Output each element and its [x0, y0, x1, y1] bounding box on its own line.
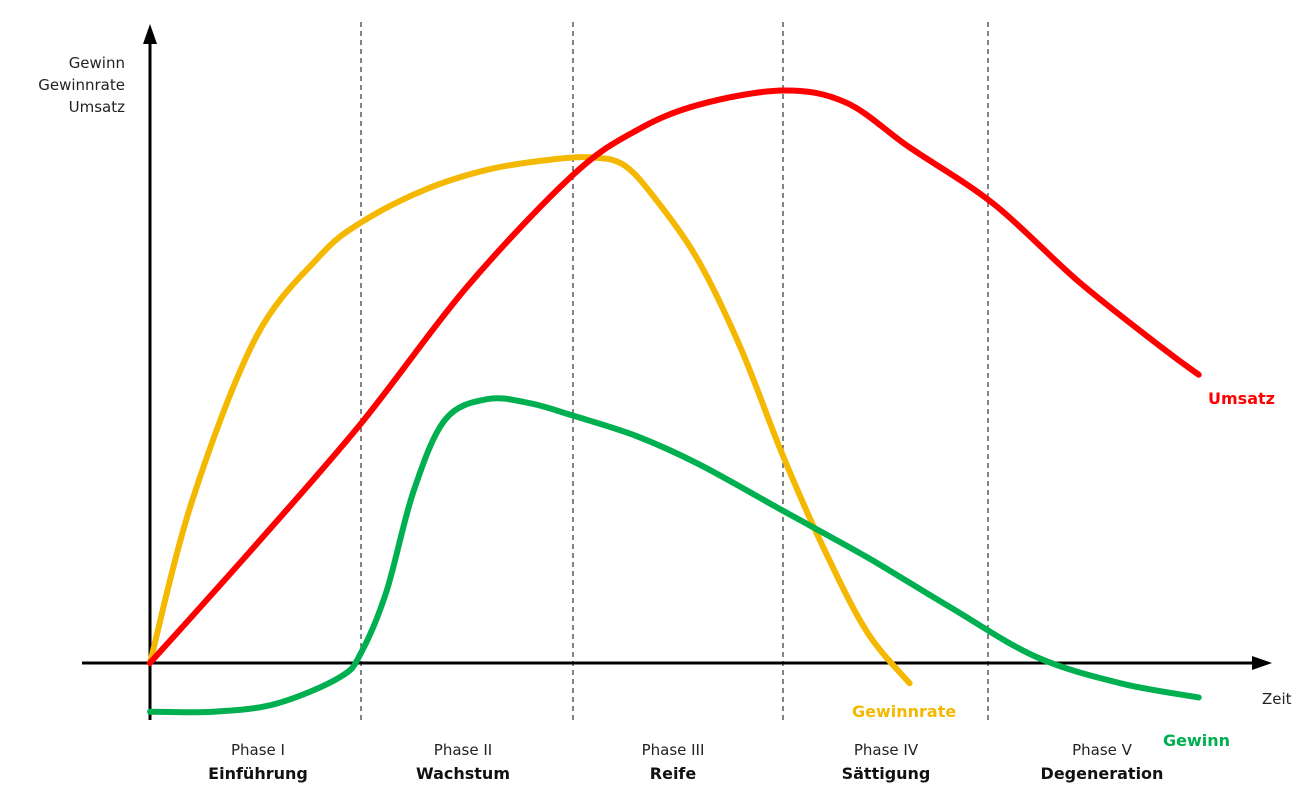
y-axis-label-line: Umsatz	[69, 98, 125, 116]
x-axis-arrow	[1252, 656, 1272, 670]
series-line-gewinnrate	[147, 154, 913, 687]
series-label-umsatz: Umsatz	[1208, 389, 1275, 408]
y-axis-label-line: Gewinnrate	[38, 76, 125, 94]
phase-name: Degeneration	[1041, 764, 1164, 783]
x-axis-label: Zeit	[1262, 690, 1292, 708]
phase-number: Phase III	[642, 741, 705, 759]
phase-labels: Phase I Einführung Phase II Wachstum Phase I…	[208, 741, 1163, 783]
y-axis-label: Gewinn Gewinnrate Umsatz	[38, 54, 125, 116]
series-line-gewinn	[147, 395, 1202, 716]
axes	[82, 24, 1272, 720]
phase-dividers	[360, 22, 989, 722]
phase-name: Reife	[650, 764, 697, 783]
series-line-umsatz	[147, 87, 1202, 666]
y-axis-arrow	[143, 24, 157, 44]
phase-name: Einführung	[208, 764, 308, 783]
series-label-gewinnrate: Gewinnrate	[852, 702, 956, 721]
series-label-gewinn: Gewinn	[1163, 731, 1230, 750]
phase-number: Phase I	[231, 741, 285, 759]
phase-number: Phase V	[1072, 741, 1133, 759]
phase-number: Phase IV	[854, 741, 919, 759]
phase-name: Wachstum	[416, 764, 510, 783]
series-lines	[147, 87, 1202, 716]
phase-name: Sättigung	[842, 764, 931, 783]
series-labels: Umsatz Gewinnrate Gewinn	[852, 389, 1275, 750]
phase-number: Phase II	[434, 741, 492, 759]
y-axis-label-line: Gewinn	[69, 54, 125, 72]
